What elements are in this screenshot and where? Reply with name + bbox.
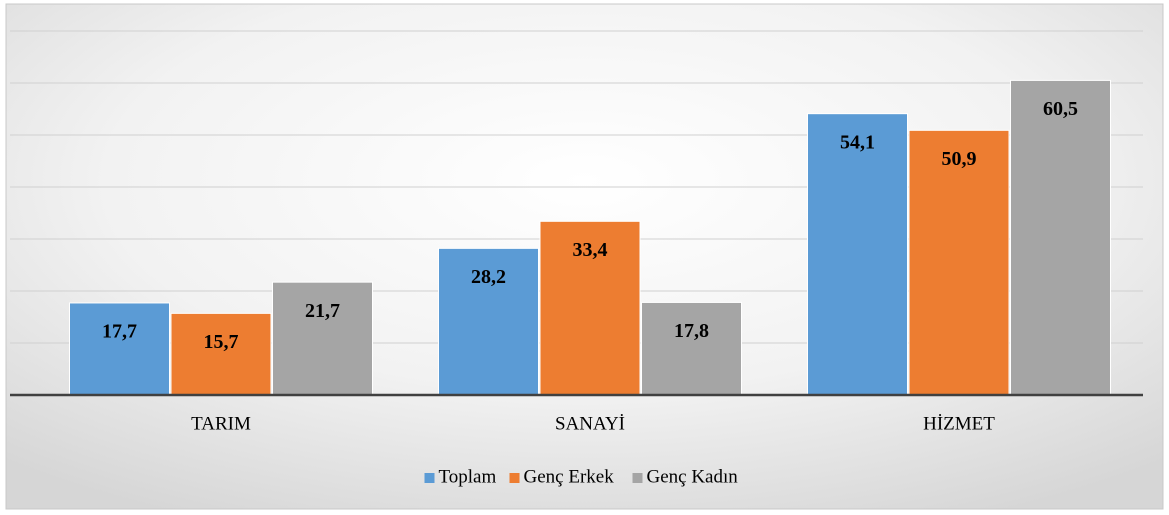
x-tick-label: SANAYİ — [555, 413, 625, 434]
legend-label: Genç Kadın — [647, 466, 739, 487]
data-label: 54,1 — [840, 131, 875, 153]
bar — [641, 301, 742, 396]
bar — [272, 281, 373, 396]
bar — [1010, 79, 1111, 396]
bar — [69, 302, 170, 396]
legend-swatch — [424, 473, 435, 483]
data-label: 17,7 — [102, 321, 137, 343]
x-tick-label: HİZMET — [923, 413, 995, 434]
data-label: 21,7 — [305, 300, 340, 322]
bar — [807, 113, 908, 396]
x-tick-label: TARIM — [191, 413, 251, 434]
data-label: 28,2 — [471, 266, 506, 288]
bar — [539, 220, 641, 396]
legend-swatch — [509, 473, 520, 483]
legend-swatch — [632, 473, 643, 483]
data-label: 33,4 — [573, 239, 608, 261]
legend-label: Toplam — [439, 466, 497, 487]
legend-label: Genç Erkek — [524, 466, 615, 487]
data-label: 17,8 — [674, 320, 709, 342]
data-label: 50,9 — [942, 148, 977, 170]
bar — [908, 129, 1010, 396]
bar — [170, 312, 272, 396]
bar — [438, 247, 539, 396]
data-label: 60,5 — [1043, 98, 1078, 120]
data-label: 15,7 — [204, 331, 239, 353]
